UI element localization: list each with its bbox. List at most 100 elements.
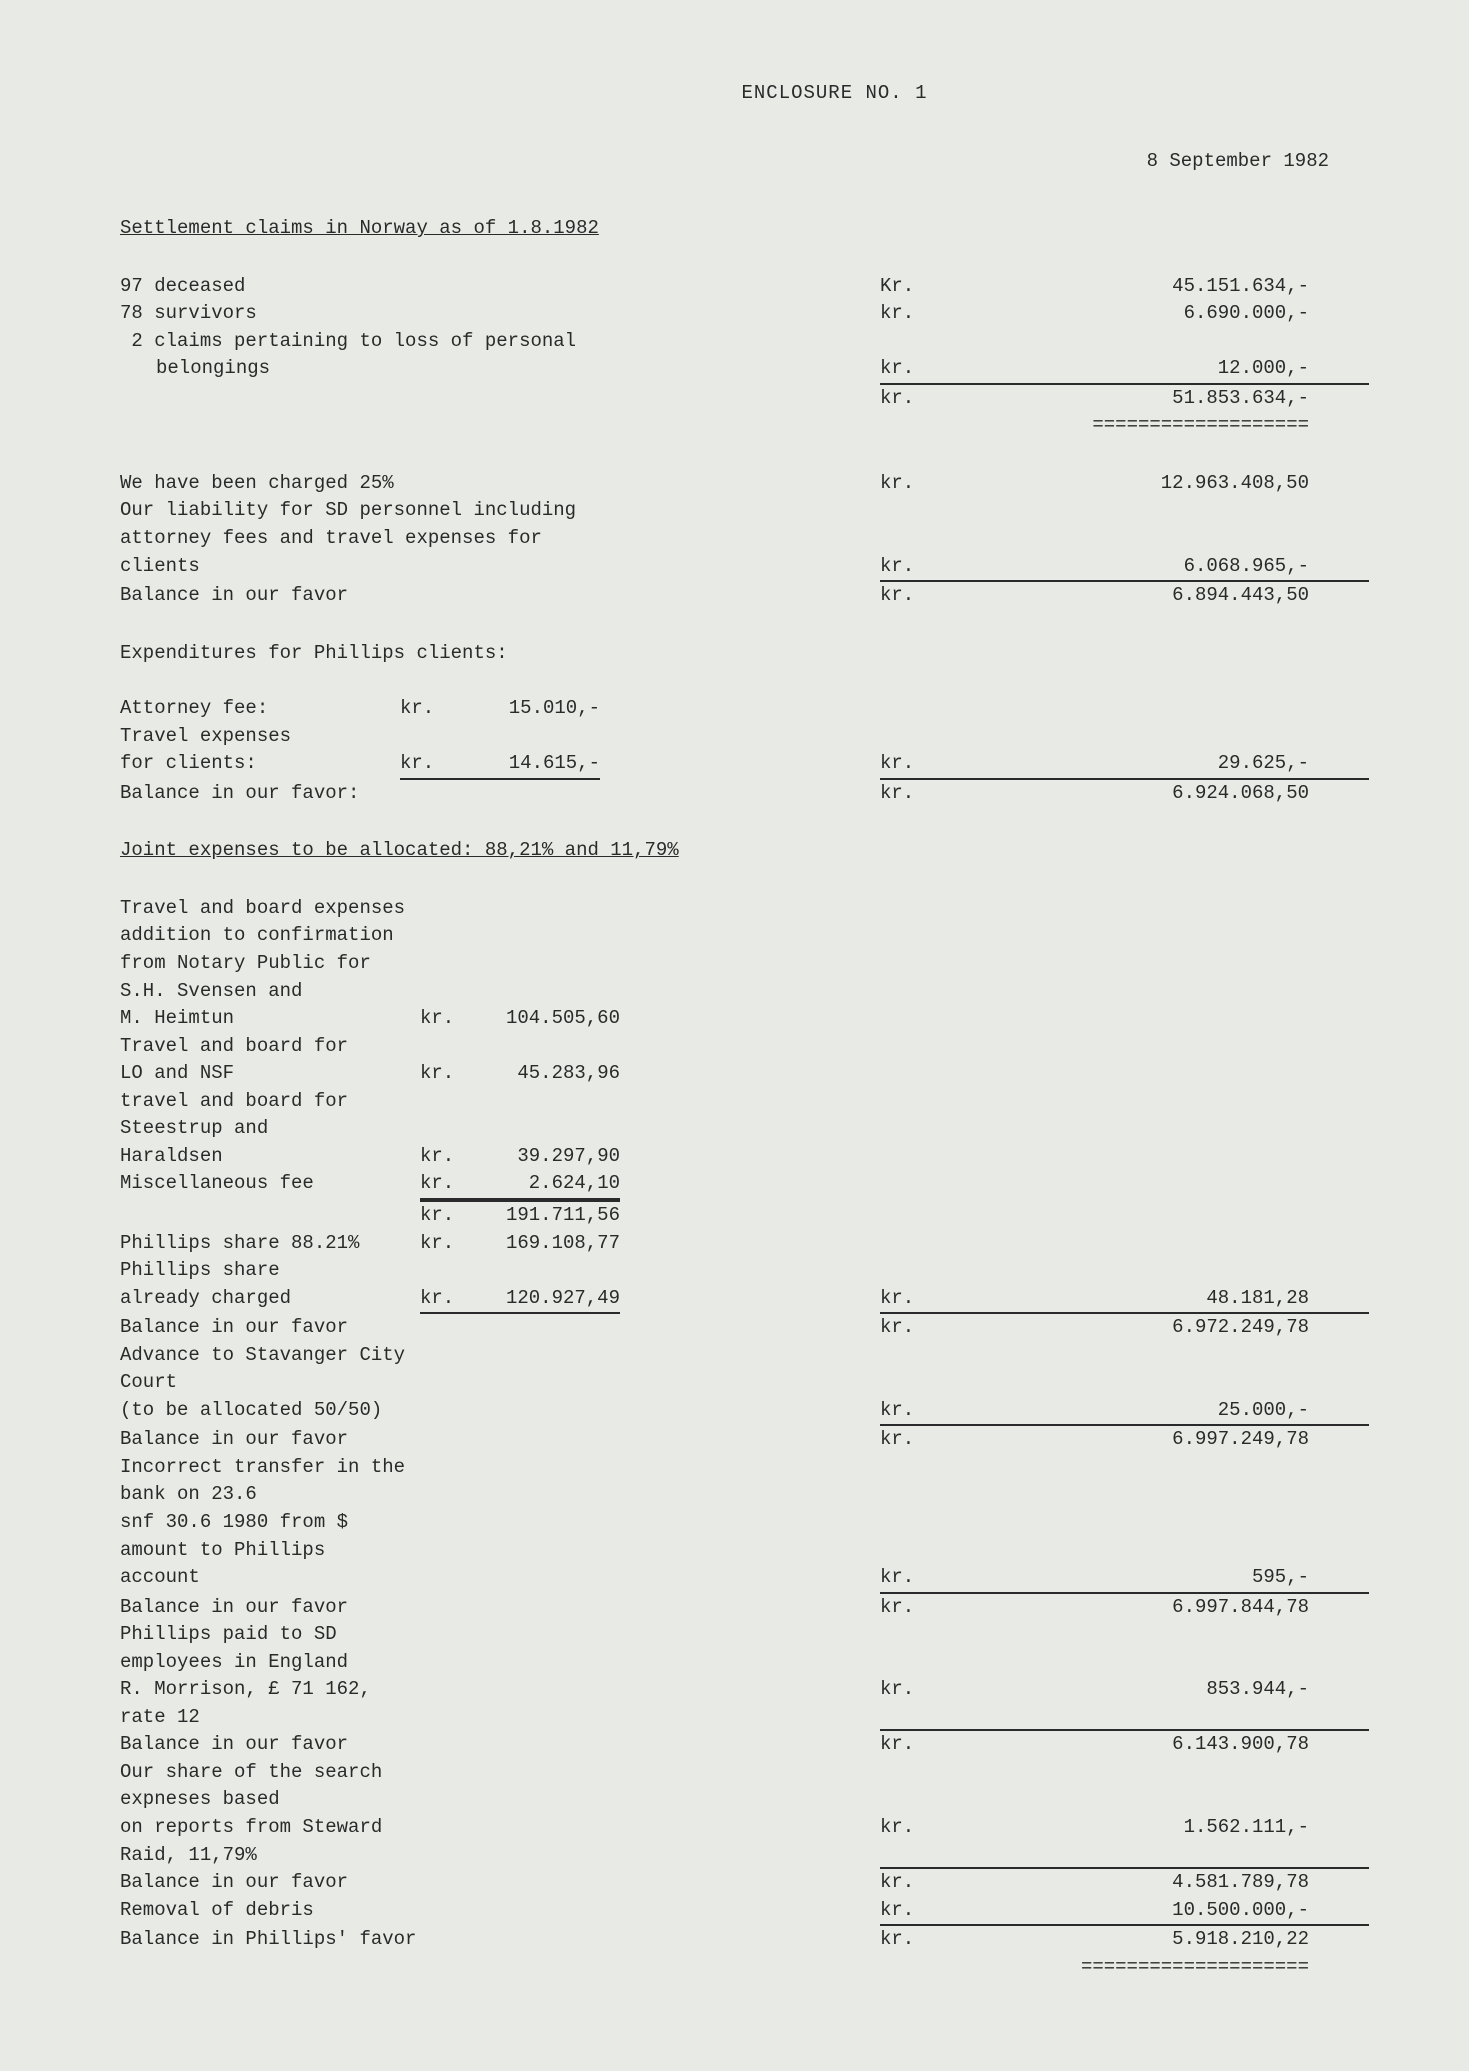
section4-title: Joint expenses to be allocated: 88,21% a…: [120, 837, 1369, 865]
claim-row: 78 survivorskr.6.690.000,-: [120, 300, 1369, 328]
row-val: [940, 1170, 1369, 1200]
row-val: [940, 922, 1369, 950]
joint-expense-row: addition to confirmation: [120, 922, 1369, 950]
row-val: 48.181,28: [940, 1285, 1369, 1315]
row-mid-cur: [420, 1033, 470, 1061]
row-label: Balance in our favor: [120, 1594, 420, 1622]
row-cur: kr.: [880, 1397, 940, 1427]
section1-block: 97 deceasedKr.45.151.634,-78 survivorskr…: [120, 273, 1369, 440]
joint-expense-row: Phillips share: [120, 1257, 1369, 1285]
row-cur: [880, 328, 940, 356]
row-val: [940, 1060, 1369, 1088]
row-mid-cur: [420, 1731, 470, 1759]
expenditure-row: Attorney fee:kr.15.010,-: [120, 695, 1369, 723]
row-label: for clients:: [120, 750, 400, 780]
row-label: Phillips paid to SD employees in England: [120, 1621, 420, 1676]
row-val: 45.151.634,-: [940, 273, 1369, 301]
row-label: Our liability for SD personnel including: [120, 497, 680, 525]
joint-expense-row: travel and board for: [120, 1088, 1369, 1116]
joint-expense-row: Steestrup and: [120, 1115, 1369, 1143]
row-mid-val: [470, 1759, 620, 1814]
section2-block: We have been charged 25%kr.12.963.408,50…: [120, 470, 1369, 610]
row-cur: kr.: [880, 1676, 940, 1731]
row-label: Advance to Stavanger City Court: [120, 1342, 420, 1397]
row-val: [940, 1005, 1369, 1033]
row-mid-val: [470, 1509, 620, 1564]
row-val: 6.997.249,78: [940, 1426, 1369, 1454]
row-mid-val: [470, 1426, 620, 1454]
joint-expense-row: S.H. Svensen and: [120, 978, 1369, 1006]
row-cur: [880, 525, 940, 553]
row-cur: kr.: [880, 780, 940, 808]
row-mid-val: 120.927,49: [470, 1285, 620, 1315]
belongings-cur: kr.: [880, 355, 940, 385]
row-cur: kr.: [880, 750, 940, 780]
section3-block: Expenditures for Phillips clients: Attor…: [120, 640, 1369, 808]
row-cur: [880, 1621, 940, 1676]
row-mid-cur: [420, 1257, 470, 1285]
liability-row: Balance in our favorkr.6.894.443,50: [120, 582, 1369, 610]
row-cur: kr.: [880, 553, 940, 583]
row-mid-cur: kr.: [400, 695, 450, 723]
row-label: Balance in our favor:: [120, 780, 400, 808]
row-val: [940, 895, 1369, 923]
enclosure-title: ENCLOSURE NO. 1: [300, 80, 1369, 108]
row-mid-cur: [420, 1342, 470, 1397]
row-val: [940, 1454, 1369, 1509]
joint-expense-row: (to be allocated 50/50)kr.25.000,-: [120, 1397, 1369, 1427]
row-val: [940, 1509, 1369, 1564]
row-mid-cur: [420, 1088, 470, 1116]
row-label: snf 30.6 1980 from $ amount to Phillips: [120, 1509, 420, 1564]
row-val: 12.963.408,50: [940, 470, 1369, 498]
expenditure-row: Travel expenses: [120, 723, 1369, 751]
row-label: travel and board for: [120, 1088, 420, 1116]
row-mid-val: [470, 1088, 620, 1116]
joint-expense-row: snf 30.6 1980 from $ amount to Phillips: [120, 1509, 1369, 1564]
row-cur: kr.: [880, 1285, 940, 1315]
row-cur: kr.: [880, 1731, 940, 1759]
row-val: 6.924.068,50: [940, 780, 1369, 808]
row-cur: [880, 922, 940, 950]
row-val: [940, 978, 1369, 1006]
row-cur: kr.: [880, 1594, 940, 1622]
row-mid-cur: [420, 950, 470, 978]
row-mid-cur: kr.: [420, 1230, 470, 1258]
liability-row: attorney fees and travel expenses for: [120, 525, 1369, 553]
row-mid-cur: [420, 1814, 470, 1869]
row-val: 1.562.111,-: [940, 1814, 1369, 1869]
row-cur: kr.: [880, 1426, 940, 1454]
joint-expense-row: Phillips paid to SD employees in England: [120, 1621, 1369, 1676]
row-cur: [880, 1005, 940, 1033]
row-mid-cur: [420, 1594, 470, 1622]
row-cur: [880, 895, 940, 923]
section1-total-cur: kr.: [880, 385, 940, 413]
joint-expense-row: kr.191.711,56: [120, 1200, 1369, 1230]
row-label: account: [120, 1564, 420, 1594]
row-label: M. Heimtun: [120, 1005, 420, 1033]
row-mid-val: [470, 1926, 620, 1954]
row-val: [940, 1143, 1369, 1171]
expenditure-row: Balance in our favor: kr.6.924.068,50: [120, 780, 1369, 808]
row-cur: kr.: [880, 1814, 940, 1869]
row-mid-val: [470, 1897, 620, 1927]
section4-block: Travel and board expensesaddition to con…: [120, 895, 1369, 1981]
row-mid-val: [470, 1676, 620, 1731]
row-mid-val: [470, 1342, 620, 1397]
row-cur: [880, 1342, 940, 1397]
row-val: 6.997.844,78: [940, 1594, 1369, 1622]
row-cur: Kr.: [880, 273, 940, 301]
row-mid-val: [470, 895, 620, 923]
row-cur: [880, 1759, 940, 1814]
row-cur: [880, 1033, 940, 1061]
row-label: clients: [120, 553, 680, 583]
row-mid-cur: [420, 1314, 470, 1342]
joint-expense-row: Travel and board for: [120, 1033, 1369, 1061]
row-val: [940, 695, 1369, 723]
row-mid-cur: kr.: [420, 1285, 470, 1315]
row-label: Our share of the search expneses based: [120, 1759, 420, 1814]
row-label: Balance in our favor: [120, 1426, 420, 1454]
row-cur: [880, 723, 940, 751]
section1-total-val: 51.853.634,-: [940, 385, 1369, 413]
joint-expense-row: Incorrect transfer in the bank on 23.6: [120, 1454, 1369, 1509]
joint-expense-row: Removal of debriskr.10.500.000,-: [120, 1897, 1369, 1927]
